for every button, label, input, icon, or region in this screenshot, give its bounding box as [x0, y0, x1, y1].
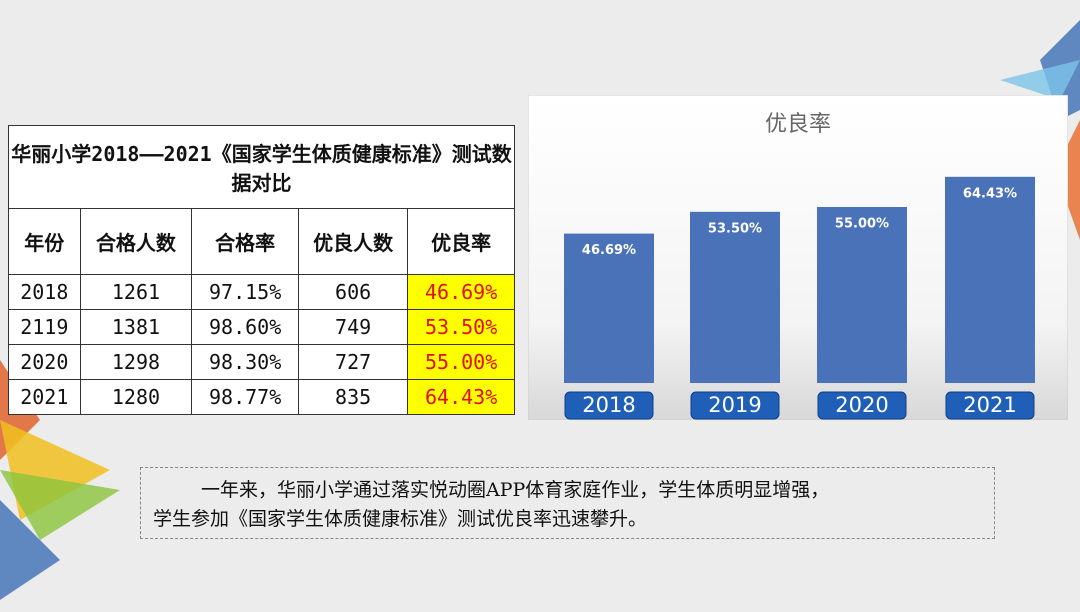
category-box: [690, 391, 780, 420]
header-cell: 合格率: [191, 207, 299, 275]
chart-title: 优良率: [765, 112, 831, 137]
table-cell: 1298: [79, 343, 193, 380]
table-cell: 2018: [8, 273, 81, 310]
bar: [945, 176, 1035, 383]
bar: [690, 211, 780, 383]
chart: 优良率 46.69% 2018 53.50% 2019 55.00% 2020 64.43%…: [528, 95, 1068, 420]
table-cell: 98.60%: [191, 308, 299, 345]
table-cell: 606: [297, 273, 409, 310]
category-box: [564, 391, 654, 420]
table-cell: 2021: [8, 378, 81, 416]
text-line: 一年来，华丽小学通过落实悦动圈APP体育家庭作业，学生体质明显增强，: [201, 479, 830, 501]
text-box: 一年来，华丽小学通过落实悦动圈APP体育家庭作业，学生体质明显增强， 学生参加《…: [140, 467, 995, 539]
header-cell: 优良率: [407, 207, 515, 275]
table-cell: 1280: [79, 378, 193, 416]
x-tick-label: 2018: [582, 393, 635, 417]
value-label: 64.43%: [963, 186, 1017, 201]
table-cell: 98.30%: [191, 343, 299, 380]
table-cell: 46.69%: [407, 273, 515, 310]
bar: [564, 233, 654, 383]
value-label: 55.00%: [835, 217, 889, 232]
category-box: [817, 391, 907, 420]
bar: [817, 207, 907, 383]
x-tick-label: 2021: [963, 393, 1016, 417]
x-tick-label: 2019: [708, 393, 761, 417]
x-tick-label: 2020: [835, 393, 888, 417]
table-cell: 1381: [79, 308, 193, 345]
table-cell: 727: [297, 343, 409, 380]
table-cell: 2119: [8, 308, 81, 345]
data-table: 华丽小学2018——2021《国家学生体质健康标准》测试数据对比 年份 合格人数合…: [8, 125, 515, 416]
table-cell: 835: [297, 378, 409, 416]
header-cell: 优良人数: [297, 207, 409, 275]
header-cell: 年份: [8, 207, 81, 275]
table-cell: 2020: [8, 343, 81, 380]
value-label: 53.50%: [708, 221, 762, 236]
category-box: [945, 391, 1035, 420]
table-cell: 98.77%: [191, 378, 299, 416]
table-cell: 55.00%: [407, 343, 515, 380]
header-cell: 合格人数: [79, 207, 193, 275]
table-cell: 64.43%: [407, 378, 515, 416]
value-label: 46.69%: [582, 243, 636, 258]
table-cell: 1261: [79, 273, 193, 310]
table-cell: 749: [297, 308, 409, 345]
text-line: 学生参加《国家学生体质健康标准》测试优良率迅速攀升。: [153, 508, 648, 530]
table-cell: 97.15%: [191, 273, 299, 310]
table-cell: 53.50%: [407, 308, 515, 345]
table-title: 华丽小学2018——2021《国家学生体质健康标准》测试数据对比: [8, 125, 515, 209]
